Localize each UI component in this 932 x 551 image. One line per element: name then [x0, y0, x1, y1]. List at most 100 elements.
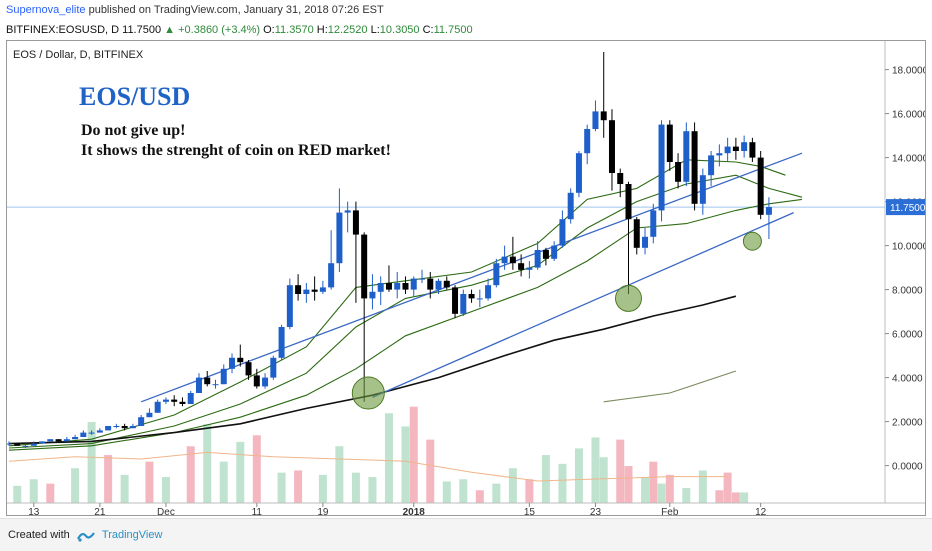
- header: Supernova_elite published on TradingView…: [0, 0, 932, 44]
- candle-body-89: [741, 142, 748, 151]
- candle-body-19: [162, 399, 169, 402]
- y-tick-label-7: 4.0000: [892, 374, 923, 385]
- candle-body-91: [757, 157, 764, 215]
- created-with-text: Created with: [8, 529, 70, 541]
- indicator-layer: [8, 152, 803, 451]
- candle-body-87: [724, 146, 731, 154]
- high-value: 12.2520: [327, 24, 368, 36]
- candle-body-25: [212, 384, 219, 386]
- chart-panel[interactable]: 18.000016.000014.000012.000010.00008.000…: [6, 40, 929, 518]
- candle-body-41: [344, 210, 351, 213]
- volume-bar-13: [252, 435, 261, 504]
- volume-bar-2: [46, 483, 55, 504]
- candle-body-82: [683, 131, 690, 182]
- ma-medium: [8, 174, 803, 449]
- candle-body-2: [22, 445, 29, 447]
- published-text: published on TradingView.com, January 31…: [88, 4, 384, 16]
- candle-body-81: [675, 162, 682, 182]
- candle-body-77: [642, 236, 649, 248]
- ohlc-line: BITFINEX:EOSUSD, D 11.7500 ▲ +0.3860 (+3…: [6, 24, 473, 36]
- volume-bar-20: [384, 413, 393, 504]
- candle-body-49: [410, 278, 417, 290]
- candle-body-14: [121, 426, 128, 429]
- support-circle-3[interactable]: [742, 231, 762, 251]
- volume-bar-38: [649, 461, 658, 504]
- candle-body-4: [39, 441, 46, 444]
- lower-trendline[interactable]: [372, 212, 794, 398]
- candle-body-26: [220, 368, 227, 385]
- volume-bar-25: [459, 479, 468, 504]
- y-tick-label-0: 18.0000: [892, 66, 925, 77]
- candle-body-66: [551, 245, 558, 259]
- up-arrow-icon: ▲: [164, 24, 176, 36]
- volume-bar-8: [161, 477, 170, 504]
- candle-body-75: [625, 184, 632, 220]
- footer: Created with TradingView: [0, 518, 932, 551]
- ma-slow: [8, 198, 803, 451]
- open-label: O:: [263, 24, 275, 36]
- candle-body-88: [732, 146, 739, 151]
- candle-body-43: [361, 234, 368, 299]
- candle-body-92: [765, 207, 772, 215]
- x-tick-label-6: 15: [524, 507, 536, 515]
- candle-body-3: [30, 443, 37, 446]
- candle-body-17: [146, 412, 153, 418]
- candle-body-16: [138, 417, 145, 426]
- volume-bar-33: [591, 437, 600, 504]
- candle-body-18: [154, 401, 161, 413]
- candle-body-29: [245, 362, 252, 376]
- support-circle-1[interactable]: [351, 376, 385, 410]
- candle-body-23: [195, 377, 202, 393]
- candle-body-79: [658, 124, 665, 211]
- candle-body-7: [63, 439, 70, 442]
- x-tick-label-2: Dec: [157, 507, 175, 515]
- candle-body-68: [567, 192, 574, 220]
- time-axis: 13 21 Dec 11 19 2018 15 23 Feb 12: [28, 503, 767, 518]
- price-chart[interactable]: 18.000016.000014.000012.000010.00008.000…: [6, 41, 929, 518]
- volume-bar-29: [525, 479, 534, 504]
- x-tick-label-0: 13: [28, 507, 40, 515]
- candle-body-83: [691, 131, 698, 204]
- y-tick-label-5: 8.0000: [892, 286, 923, 297]
- candle-body-74: [617, 173, 624, 184]
- high-label: H:: [316, 24, 328, 36]
- volume-bar-34: [599, 457, 608, 504]
- candle-body-27: [229, 357, 236, 369]
- symbol-label: BITFINEX:EOSUSD, D: [6, 24, 120, 36]
- close-label: C:: [422, 24, 434, 36]
- highlight-layer: [351, 231, 762, 410]
- tradingview-link[interactable]: TradingView: [101, 529, 163, 541]
- candle-body-39: [328, 263, 335, 288]
- candle-body-31: [262, 377, 269, 387]
- price-axis: 18.000016.000014.000012.000010.00008.000…: [885, 66, 929, 473]
- candle-body-46: [385, 283, 392, 290]
- volume-bar-32: [574, 448, 583, 504]
- volume-bar-36: [624, 466, 633, 504]
- volume-bar-18: [351, 472, 360, 504]
- candle-body-5: [47, 439, 54, 442]
- candle-body-6: [55, 439, 62, 442]
- support-circle-2[interactable]: [615, 284, 642, 312]
- last-price-tag: [886, 199, 925, 216]
- open-value: 11.3570: [274, 24, 314, 36]
- candle-body-30: [253, 375, 260, 387]
- candle-body-11: [96, 430, 103, 433]
- volume-bar-40: [665, 474, 674, 504]
- candle-body-78: [650, 210, 657, 237]
- candle-body-20: [171, 399, 178, 402]
- tradingview-logo-icon[interactable]: [76, 530, 95, 545]
- candle-body-34: [286, 285, 293, 327]
- candle-body-45: [377, 283, 384, 292]
- candle-body-76: [633, 219, 640, 248]
- volume-bar-22: [409, 406, 418, 504]
- publish-line: Supernova_elite published on TradingView…: [6, 4, 384, 16]
- volume-bar-37: [641, 477, 650, 504]
- author-link[interactable]: Supernova_elite: [6, 4, 86, 16]
- y-tick-label-8: 2.0000: [892, 418, 923, 429]
- candles-layer: [6, 52, 772, 448]
- volume-bar-12: [236, 441, 245, 504]
- y-tick-label-4: 10.0000: [892, 242, 925, 253]
- volume-bar-26: [475, 490, 484, 504]
- candle-body-44: [369, 291, 376, 299]
- y-tick-label-6: 6.0000: [892, 330, 923, 341]
